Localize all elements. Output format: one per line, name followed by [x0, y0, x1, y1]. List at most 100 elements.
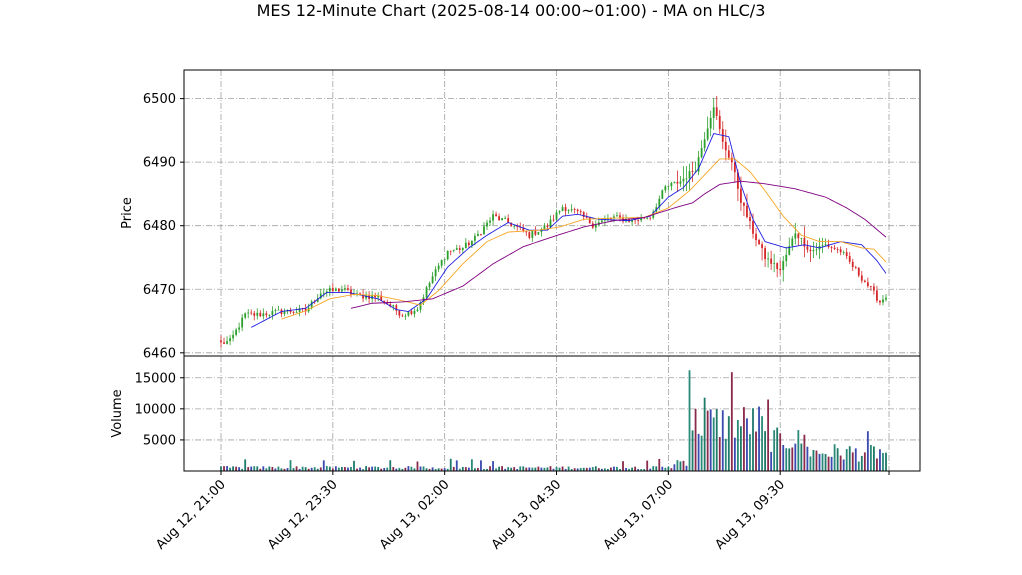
candle-body — [401, 315, 404, 317]
candle-body — [637, 220, 640, 222]
candle-body — [788, 246, 791, 255]
volume-bar — [383, 468, 386, 471]
candle-body — [495, 214, 497, 217]
candle-body — [341, 289, 343, 292]
candle-body — [331, 288, 334, 291]
volume-bar — [682, 460, 685, 471]
candle-body — [271, 310, 274, 315]
candle-body — [380, 295, 383, 301]
candle-body — [437, 265, 440, 270]
candle-body — [764, 248, 766, 260]
candle-body — [576, 209, 579, 212]
candle-body — [791, 238, 794, 247]
volume-bar — [489, 466, 491, 471]
candle-body — [464, 242, 467, 249]
candle-body — [573, 209, 576, 210]
volume-bar — [727, 416, 730, 471]
candle-body — [507, 218, 510, 223]
candle-body — [821, 245, 824, 247]
volume-bar — [422, 466, 425, 471]
volume-bar — [280, 468, 283, 471]
volume-bar — [839, 455, 842, 471]
volume-bar — [313, 467, 316, 471]
volume-bar — [767, 399, 770, 471]
candle-body — [470, 240, 473, 246]
volume-bar — [646, 460, 649, 471]
volume-bar — [585, 467, 588, 471]
candle-body — [873, 286, 875, 291]
candle-body — [619, 215, 621, 218]
volume-bar — [743, 407, 745, 471]
volume-bar — [588, 467, 591, 471]
volume-bar — [576, 468, 579, 471]
volume-bar — [223, 466, 225, 471]
candle-body — [534, 230, 537, 235]
candle-body — [812, 250, 815, 252]
candle-body — [860, 275, 863, 281]
volume-bar — [715, 409, 718, 471]
volume-bar — [265, 468, 268, 471]
candle-body — [616, 215, 618, 217]
candle-body — [410, 311, 413, 315]
x-tick-label: Aug 13, 04:30 — [489, 477, 565, 553]
volume-bar — [262, 466, 265, 471]
candle-body — [262, 313, 265, 317]
volume-bar — [377, 467, 380, 471]
candle-body — [443, 259, 446, 261]
volume-bar — [244, 459, 247, 471]
candle-body — [703, 139, 706, 149]
volume-bar — [410, 466, 413, 471]
volume-bar — [685, 465, 688, 471]
volume-bar — [673, 464, 676, 471]
volume-bar — [483, 468, 485, 471]
volume-bar — [461, 466, 464, 471]
volume-bar — [561, 466, 564, 471]
candle-body — [458, 248, 461, 250]
volume-bar — [310, 467, 313, 471]
volume-bar — [869, 444, 872, 471]
candle-body — [310, 301, 313, 308]
volume-bar — [752, 408, 754, 471]
candle-body — [425, 287, 428, 298]
volume-axis-label: Volume — [110, 389, 125, 437]
volume-bar — [815, 450, 818, 471]
candle-body — [727, 150, 730, 158]
candle-body — [319, 293, 322, 299]
candle-body — [552, 219, 555, 221]
volume-bar — [537, 466, 540, 471]
candle-body — [377, 295, 380, 298]
volume-bar — [736, 420, 739, 471]
volume-bar — [882, 452, 884, 471]
volume-bar — [525, 467, 528, 471]
volume-bar — [546, 467, 549, 471]
candle-body — [516, 225, 519, 227]
volume-bar — [616, 466, 618, 471]
candle-body — [700, 148, 703, 158]
candle-body — [743, 202, 745, 206]
candle-body — [486, 222, 488, 227]
volume-bar — [788, 448, 791, 471]
volume-bar — [449, 458, 452, 471]
volume-bar — [600, 468, 603, 471]
volume-bar — [836, 448, 839, 471]
candle-body — [259, 312, 262, 317]
candle-body — [709, 117, 712, 129]
volume-bar — [331, 468, 334, 471]
candle-body — [610, 218, 612, 220]
candle-body — [570, 209, 573, 211]
volume-bar — [416, 461, 419, 471]
volume-bar — [347, 467, 349, 471]
volume-bar — [700, 435, 703, 471]
volume-bar — [232, 466, 234, 471]
volume-bar — [319, 467, 322, 471]
volume-bar — [619, 469, 621, 471]
volume-bar — [658, 458, 661, 471]
volume-bar — [350, 466, 352, 471]
candle-body — [869, 286, 872, 287]
volume-bar — [226, 466, 228, 471]
volume-bar — [607, 469, 609, 471]
volume-bar — [730, 372, 733, 471]
volume-bar — [791, 447, 794, 471]
candle-body — [389, 304, 392, 307]
